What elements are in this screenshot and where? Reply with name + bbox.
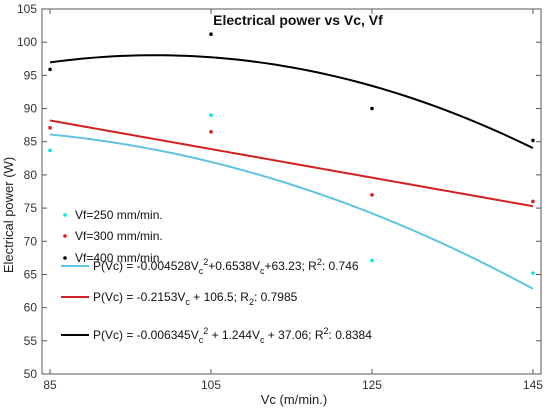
data-point-s2-3	[370, 193, 374, 197]
legend-fit-3: P(Vc) = -0.006345Vc2 + 1.244Vc + 37.06; …	[93, 326, 372, 345]
axis-ticks: 85 105 125 145 50 55 60 65 70 75 80 85 90 95 100 105	[17, 2, 543, 392]
legend-marker-2	[63, 234, 67, 238]
fit-curve-1	[49, 133, 534, 290]
data-point-s1-4	[531, 271, 535, 275]
x-tick-label: 105	[201, 378, 221, 392]
data-point-s2-2	[209, 129, 213, 134]
y-tick-label: 80	[24, 168, 38, 182]
data-point-s3-3	[370, 106, 374, 111]
y-tick-label: 100	[17, 35, 37, 49]
x-tick-label: 85	[43, 378, 57, 392]
legend-entry-1: Vf=250 mm/min.	[75, 208, 163, 222]
y-tick-label: 105	[17, 2, 37, 16]
legend-marker-3	[63, 256, 67, 260]
x-tick-label: 125	[362, 378, 382, 392]
legend: Vf=250 mm/min. Vf=300 mm/min. Vf=400 mm/mi…	[61, 208, 372, 345]
y-tick-label: 75	[24, 201, 38, 215]
y-axis-label: Electrical power (W)	[1, 157, 16, 273]
chart-title: Electrical power vs Vc, Vf	[213, 12, 383, 28]
data-point-s2-4	[531, 199, 535, 204]
y-tick-label: 95	[24, 68, 38, 82]
data-point-s2-1	[48, 125, 52, 130]
legend-fit-2: P(Vc) = -0.2153Vc + 106.5; R2: 0.7985	[93, 290, 298, 307]
data-points	[48, 32, 535, 275]
plot-area	[42, 9, 541, 374]
fit-curve-2	[49, 119, 534, 208]
x-axis-label: Vc (m/min.)	[261, 392, 327, 407]
data-point-s3-1	[48, 67, 52, 72]
data-point-s3-4	[531, 138, 535, 143]
y-tick-label: 55	[24, 334, 38, 348]
x-tick-label: 145	[523, 378, 543, 392]
data-point-s1-3	[370, 258, 374, 263]
legend-fit-1: P(Vc) = -0.004528Vc2+0.6538Vc+63.23; R2:…	[93, 257, 359, 276]
legend-entry-2: Vf=300 mm/min.	[75, 229, 163, 243]
y-tick-label: 70	[24, 234, 38, 248]
fit-curve-3	[49, 54, 534, 150]
data-point-s1-2	[209, 113, 213, 117]
y-tick-label: 50	[24, 367, 38, 381]
y-tick-label: 65	[24, 267, 38, 281]
y-tick-label: 90	[24, 102, 38, 116]
y-tick-label: 85	[24, 135, 38, 149]
plot-frame	[41, 8, 542, 375]
data-point-s3-2	[209, 32, 213, 37]
fit-curves	[49, 54, 534, 290]
legend-entry-3: Vf=400 mm/min.	[75, 251, 163, 265]
y-tick-label: 60	[24, 301, 38, 315]
data-point-s1-1	[48, 148, 52, 153]
legend-marker-1	[63, 213, 67, 217]
